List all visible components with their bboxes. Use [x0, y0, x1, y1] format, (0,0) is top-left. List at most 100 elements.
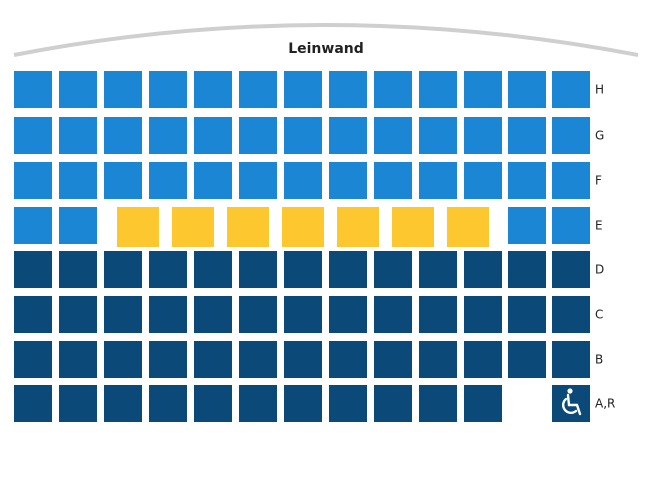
- seat[interactable]: [59, 296, 97, 333]
- seat[interactable]: [194, 251, 232, 288]
- seat[interactable]: [194, 117, 232, 154]
- seat[interactable]: [149, 296, 187, 333]
- seat[interactable]: [239, 71, 277, 108]
- seat[interactable]: [552, 207, 590, 244]
- seat[interactable]: [419, 341, 457, 378]
- seat[interactable]: [419, 71, 457, 108]
- seat[interactable]: [419, 251, 457, 288]
- seat[interactable]: [374, 251, 412, 288]
- seat[interactable]: [59, 162, 97, 199]
- seat[interactable]: [329, 71, 367, 108]
- seat[interactable]: [14, 117, 52, 154]
- seat[interactable]: [104, 296, 142, 333]
- seat[interactable]: [172, 207, 214, 247]
- seat[interactable]: [227, 207, 269, 247]
- seat[interactable]: [329, 385, 367, 422]
- seat[interactable]: [552, 71, 590, 108]
- seat[interactable]: [284, 251, 322, 288]
- seat[interactable]: [374, 341, 412, 378]
- seat[interactable]: [59, 385, 97, 422]
- seat[interactable]: [329, 296, 367, 333]
- seat[interactable]: [419, 117, 457, 154]
- seat[interactable]: [508, 71, 546, 108]
- seat[interactable]: [194, 341, 232, 378]
- seat[interactable]: [508, 207, 546, 244]
- seat[interactable]: [374, 71, 412, 108]
- seat[interactable]: [329, 251, 367, 288]
- seat[interactable]: [552, 251, 590, 288]
- seat[interactable]: [508, 296, 546, 333]
- seat[interactable]: [149, 385, 187, 422]
- seat[interactable]: [464, 251, 502, 288]
- seat[interactable]: [464, 162, 502, 199]
- seat[interactable]: [14, 71, 52, 108]
- seat[interactable]: [239, 341, 277, 378]
- seat[interactable]: [464, 71, 502, 108]
- seat[interactable]: [59, 117, 97, 154]
- seat[interactable]: [329, 117, 367, 154]
- seat[interactable]: [117, 207, 159, 247]
- seat[interactable]: [419, 162, 457, 199]
- seat[interactable]: [104, 385, 142, 422]
- seat[interactable]: [284, 162, 322, 199]
- seat[interactable]: [239, 296, 277, 333]
- seat[interactable]: [374, 296, 412, 333]
- seat[interactable]: [552, 341, 590, 378]
- seat[interactable]: [464, 117, 502, 154]
- seat[interactable]: [329, 341, 367, 378]
- seat[interactable]: [239, 162, 277, 199]
- seat[interactable]: [284, 117, 322, 154]
- seat[interactable]: [508, 341, 546, 378]
- seat[interactable]: [149, 341, 187, 378]
- seat[interactable]: [104, 71, 142, 108]
- seat[interactable]: [464, 341, 502, 378]
- seat[interactable]: [374, 385, 412, 422]
- wheelchair-seat[interactable]: [552, 385, 590, 422]
- seat[interactable]: [464, 385, 502, 422]
- seat[interactable]: [508, 162, 546, 199]
- seat[interactable]: [337, 207, 379, 247]
- seat[interactable]: [59, 341, 97, 378]
- seat[interactable]: [239, 251, 277, 288]
- seat[interactable]: [284, 296, 322, 333]
- seat[interactable]: [284, 385, 322, 422]
- seat[interactable]: [104, 341, 142, 378]
- seat[interactable]: [282, 207, 324, 247]
- seat[interactable]: [194, 296, 232, 333]
- seat[interactable]: [104, 162, 142, 199]
- seat[interactable]: [59, 71, 97, 108]
- seat[interactable]: [194, 162, 232, 199]
- seat[interactable]: [149, 162, 187, 199]
- seat[interactable]: [14, 385, 52, 422]
- seat[interactable]: [464, 296, 502, 333]
- seat[interactable]: [104, 251, 142, 288]
- seat[interactable]: [508, 117, 546, 154]
- seat[interactable]: [14, 207, 52, 244]
- seat[interactable]: [392, 207, 434, 247]
- seat[interactable]: [14, 251, 52, 288]
- seat[interactable]: [284, 341, 322, 378]
- seat[interactable]: [59, 251, 97, 288]
- seat[interactable]: [194, 71, 232, 108]
- seat[interactable]: [552, 296, 590, 333]
- seat[interactable]: [59, 207, 97, 244]
- seat[interactable]: [14, 296, 52, 333]
- seat[interactable]: [149, 117, 187, 154]
- seat[interactable]: [104, 117, 142, 154]
- seat[interactable]: [14, 341, 52, 378]
- seat[interactable]: [552, 117, 590, 154]
- seat[interactable]: [552, 162, 590, 199]
- seat[interactable]: [149, 71, 187, 108]
- seat[interactable]: [374, 162, 412, 199]
- seat[interactable]: [508, 251, 546, 288]
- seat[interactable]: [149, 251, 187, 288]
- seat[interactable]: [419, 385, 457, 422]
- seat[interactable]: [419, 296, 457, 333]
- seat[interactable]: [194, 385, 232, 422]
- seat[interactable]: [447, 207, 489, 247]
- seat[interactable]: [239, 385, 277, 422]
- seat[interactable]: [14, 162, 52, 199]
- seat[interactable]: [239, 117, 277, 154]
- seat[interactable]: [284, 71, 322, 108]
- seat[interactable]: [374, 117, 412, 154]
